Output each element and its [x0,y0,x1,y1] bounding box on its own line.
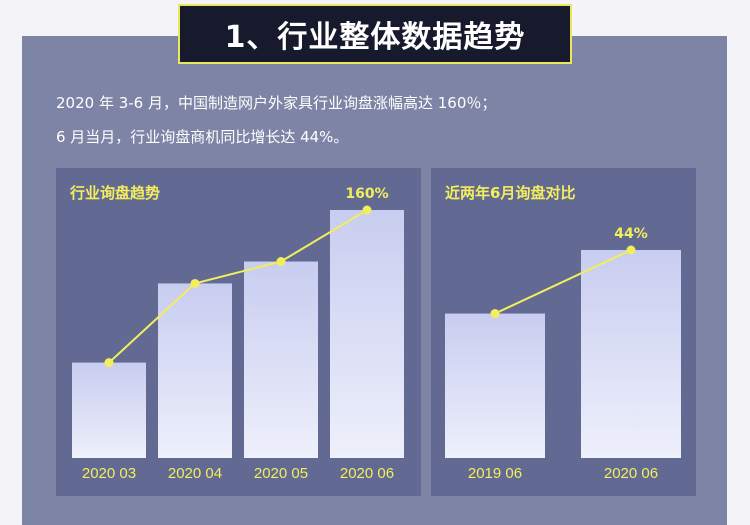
trend-point-3 [362,205,372,215]
trend-bar-3 [330,210,404,458]
trend-x-tick-label: 2020 06 [340,465,394,482]
trend-chart-panel: 行业询盘趋势 2020 03 2020 04 2020 05 2020 06 160% [56,168,421,496]
trend-x-tick-label: 2020 04 [168,465,222,482]
compare-trend-line [494,249,632,315]
trend-x-tick-label: 2020 05 [254,465,308,482]
section-title: 1、行业整体数据趋势 [178,4,572,64]
trend-chart: 2020 03 2020 04 2020 05 2020 06 160% [72,186,404,482]
compare-point-1 [626,245,636,255]
trend-x-tick-label: 2020 03 [82,465,136,482]
trend-bar-2 [244,261,318,458]
compare-bar-1 [581,250,681,458]
compare-data-label: 44% [614,226,648,242]
trend-point-0 [104,358,114,368]
trend-bar-1 [158,283,232,458]
trend-point-1 [190,278,200,288]
trend-point-2 [276,257,286,267]
comparison-chart-panel: 近两年6月询盘对比 2019 06 2020 06 44% [431,168,696,496]
compare-point-0 [490,309,500,319]
compare-bar-0 [445,313,545,458]
comparison-chart-title: 近两年6月询盘对比 [445,184,576,202]
trend-chart-title: 行业询盘趋势 [70,184,161,202]
compare-x-tick-label: 2019 06 [468,465,522,482]
compare-x-tick-label: 2020 06 [604,465,658,482]
trend-data-label: 160% [345,186,388,202]
trend-trend-line [108,209,368,364]
comparison-chart: 2019 06 2020 06 44% [445,226,681,482]
intro-line-1: 2020 年 3-6 月，中国制造网户外家具行业询盘涨幅高达 160％； [56,94,497,112]
trend-bar-0 [72,362,146,458]
intro-line-2: 6 月当月，行业询盘商机同比增长达 44%。 [56,128,349,146]
